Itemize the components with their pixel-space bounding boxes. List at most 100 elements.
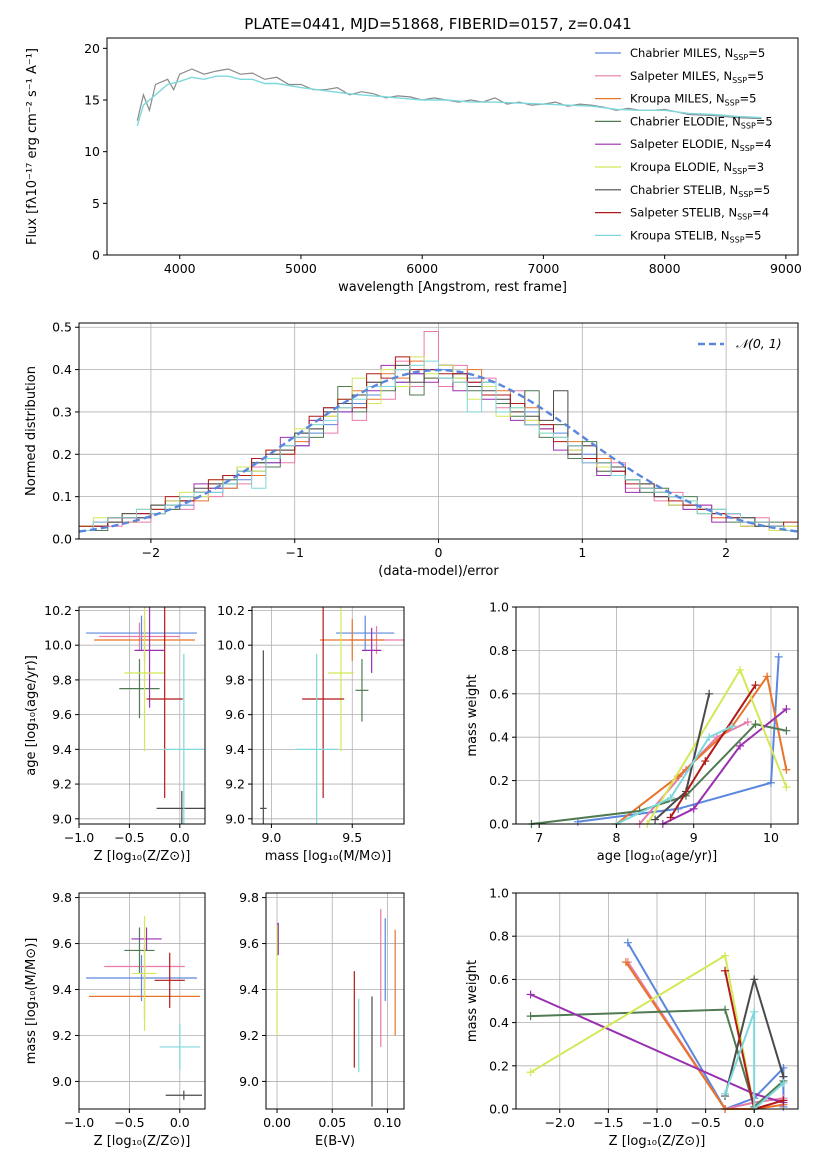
axes-frame [265,892,405,1110]
y-tick-label: 0.4 [489,1015,509,1030]
marker-Salpeter STELIB [779,1096,788,1105]
plot-area [527,652,791,828]
legend-sub: SSP [738,190,753,199]
y-tick-label: 9.4 [225,742,245,757]
legend-text: Kroupa ELODIE, N [630,160,732,174]
mass-vs-ebv-panel: 0.00 0.05 0.10 9.0 9.2 9.4 9.6 9.8 E(B-V) [239,890,405,1149]
legend-suffix: =5 [748,46,765,60]
x-tick-label: 2 [722,545,730,560]
legend-text: Kroupa STELIB, N [630,228,730,242]
legend-suffix: =5 [753,183,770,197]
y-tick-label: 0.4 [489,730,509,745]
y-tick-label: 0.0 [489,817,509,832]
marker-Kroupa ELODIE [782,783,791,792]
x-tick-label: 5000 [285,261,317,276]
y-tick-label: 9.8 [52,672,72,687]
figure-title: PLATE=0441, MJD=51868, FIBERID=0157, z=0… [244,15,631,33]
marker-Kroupa STELIB [705,733,714,742]
x-tick-label: −1 [285,545,303,560]
y-tick-label: 9.0 [239,1074,259,1089]
mass-weight-vs-age-panel: 7 8 9 10 0.0 0.2 0.4 0.6 0.8 1.0 age [log₁₀(age/yr… [465,600,799,864]
line-Kroupa STELIB [615,725,733,825]
legend-label: Kroupa ELODIE, NSSP=3 [630,160,764,176]
legend-text: Salpeter STELIB, N [630,206,737,220]
y-tick-label: 0.2 [489,773,509,788]
y-tick-label: 1.0 [489,886,509,901]
x-tick-label: 0.10 [374,1115,402,1130]
legend-label: Chabrier ELODIE, NSSP=5 [630,114,773,130]
marker-Kroupa STELIB [750,1007,759,1016]
legend-suffix: =5 [747,69,764,83]
legend-text: Kroupa MILES, N [630,92,725,106]
y-tick-label: 0 [92,248,100,263]
y-tick-label: 9.4 [239,982,259,997]
legend-suffix: =5 [756,114,773,128]
y-tick-label: 20 [84,41,100,56]
y-tick-label: 15 [84,93,100,108]
y-tick-label: 9.4 [52,742,72,757]
legend-sub: SSP [740,144,755,153]
x-axis-label: Z [log₁₀(Z/Z⊙)] [609,1134,706,1149]
axes-frame [106,37,799,256]
marker-Kroupa MILES [763,672,772,681]
x-axis-label: (data-model)/error [378,564,499,579]
y-tick-label: 10.0 [44,638,72,653]
plot-area [260,607,404,824]
x-tick-label: 9 [690,830,698,845]
x-tick-label: 9000 [770,261,802,276]
x-tick-label: −2.0 [545,1115,575,1130]
marker-Chabrier MILES [774,652,783,661]
y-axis-label: mass weight [465,674,480,756]
y-tick-label: 9.0 [225,811,245,826]
y-axis-label: Flux [fλ10⁻¹⁷ erg cm⁻² s⁻¹ A⁻¹] [25,48,40,245]
y-tick-label: 9.0 [52,1074,72,1089]
y-tick-label: 0.1 [52,489,72,504]
legend-suffix: =4 [755,137,772,151]
legend-text: Chabrier MILES, N [630,46,733,60]
x-axis-label: wavelength [Angstrom, rest frame] [338,280,567,295]
y-tick-label: 0.4 [52,362,72,377]
y-tick-label: 9.4 [52,982,72,997]
marker-Chabrier MILES [766,778,775,787]
y-tick-label: 9.2 [239,1028,259,1043]
legend-text: Chabrier ELODIE, N [630,114,741,128]
x-tick-label: 7 [535,830,543,845]
y-axis-label: mass weight [465,960,480,1042]
legend-label: Salpeter MILES, NSSP=5 [630,69,764,85]
x-tick-label: 8 [612,830,620,845]
x-axis-label: Z [log₁₀(Z/Z⊙)] [94,849,191,864]
y-tick-label: 0.0 [52,532,72,547]
x-tick-label: −0.5 [114,1115,144,1130]
legend-label: Chabrier MILES, NSSP=5 [630,46,765,62]
marker-Salpeter STELIB [701,757,710,766]
x-tick-label: 6000 [406,261,438,276]
legend-sub: SSP [732,76,747,85]
marker-Salpeter ELODIE [736,741,745,750]
y-tick-label: 0.6 [489,686,509,701]
y-tick-label: 0.2 [52,447,72,462]
mass-weight-vs-metallicity-panel: −2.0 −1.5 −1.0 −0.5 0.0 0.0 0.2 0.4 0.6 0.8 1.0 Z [… [465,886,799,1149]
legend-suffix: =4 [752,206,769,220]
marker-Chabrier STELIB [705,689,714,698]
legend-label: Salpeter ELODIE, NSSP=4 [630,137,772,153]
x-tick-label: 1 [578,545,586,560]
y-tick-label: 10.0 [217,638,245,653]
x-tick-label: 0.00 [263,1115,291,1130]
x-tick-label: −0.5 [690,1115,720,1130]
marker-Salpeter MILES [743,718,752,727]
x-tick-label: −1.0 [64,1115,94,1130]
plot-area [86,607,205,824]
marker-Chabrier MILES [623,938,632,947]
spectrum-panel: 4000 5000 6000 7000 8000 9000 0 5 10 15 20 waveleng… [25,37,802,295]
x-tick-label: 0.0 [744,1115,764,1130]
x-axis-label: age [log₁₀(age/yr)] [597,849,718,864]
marker-Chabrier ELODIE [782,726,791,735]
marker-Kroupa STELIB [779,1079,788,1088]
marker-Chabrier STELIB [750,975,759,984]
x-tick-label: −1.0 [64,830,94,845]
y-tick-label: 0.6 [489,972,509,987]
plot-area [276,909,396,1107]
x-tick-label: −1.0 [642,1115,672,1130]
legend-label: 𝒩(0, 1) [736,336,782,351]
x-tick-label: 0.05 [318,1115,346,1130]
